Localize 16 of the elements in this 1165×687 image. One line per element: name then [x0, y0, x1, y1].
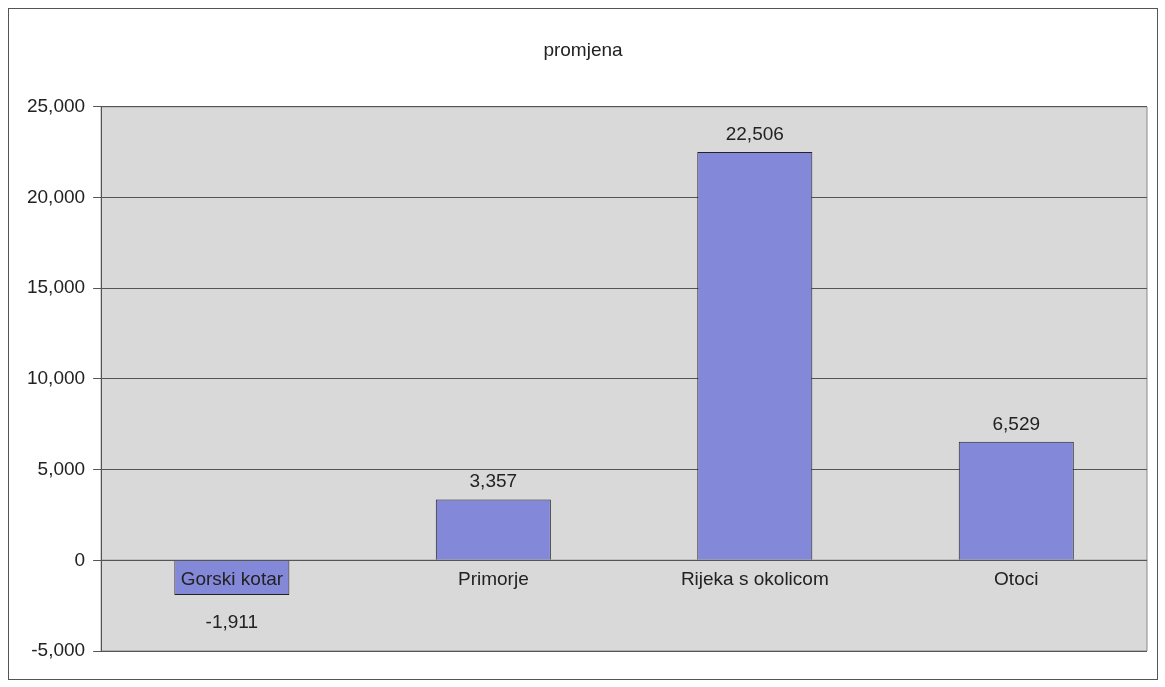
x-tick-label: Gorski kotar: [180, 568, 284, 590]
data-label: 6,529: [992, 412, 1041, 434]
y-tick-label: 15,000: [26, 276, 86, 298]
data-label: 22,506: [725, 122, 784, 144]
x-tick-label: Primorje: [457, 568, 529, 590]
y-tick-label: 10,000: [26, 367, 86, 389]
chart-title: promjena: [543, 38, 624, 60]
x-tick-label: Rijeka s okolicom: [680, 568, 829, 590]
x-tick-label: Otoci: [994, 568, 1039, 590]
y-tick-label: 25,000: [26, 95, 86, 117]
y-tick-label: -5,000: [31, 639, 86, 661]
y-tick-label: 0: [74, 548, 86, 570]
data-label: 3,357: [469, 470, 518, 492]
y-tick-label: 20,000: [26, 185, 86, 207]
y-tick-label: 5,000: [37, 457, 86, 479]
data-label: -1,911: [205, 610, 259, 632]
